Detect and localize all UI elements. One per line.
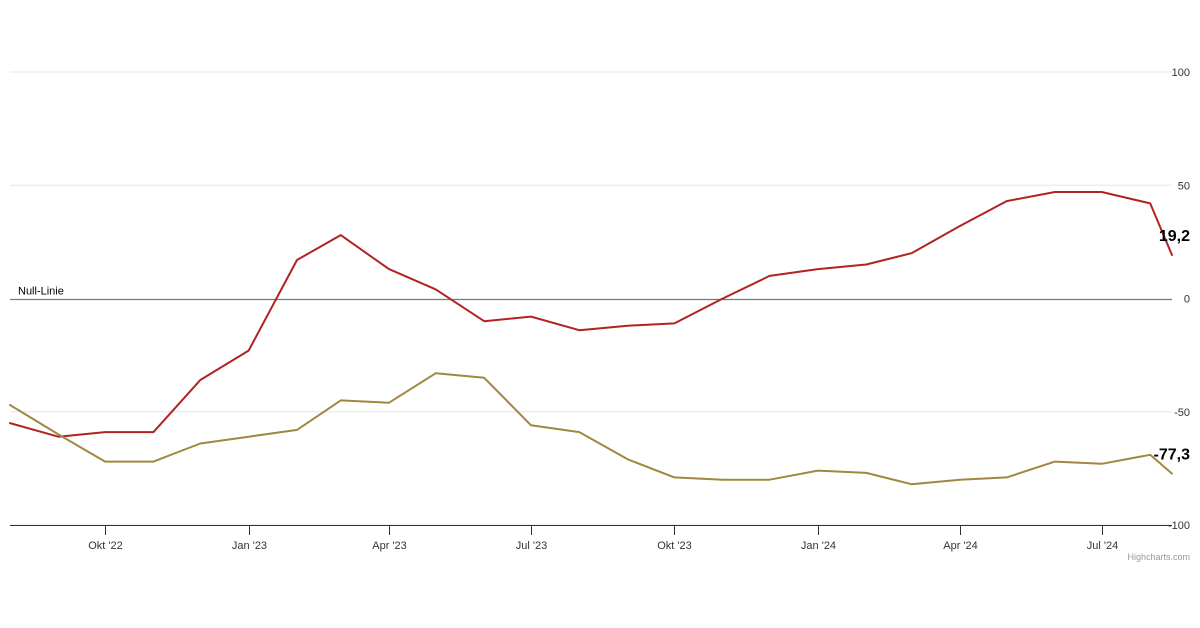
x-tick-label: Okt '23 bbox=[657, 540, 692, 552]
series-1-end-label: 19,2 bbox=[1159, 228, 1190, 245]
series-2-end-label: -77,3 bbox=[1154, 447, 1191, 464]
y-axis: 100 50 0 -50 -100 bbox=[1168, 67, 1190, 532]
y-tick-label: 50 bbox=[1178, 180, 1190, 192]
series-line-2 bbox=[9, 372, 1173, 486]
y-tick-label: 0 bbox=[1184, 294, 1190, 306]
y-tick-label: -50 bbox=[1174, 407, 1190, 419]
x-tick-label: Jul '23 bbox=[516, 540, 547, 552]
series-line-1 bbox=[9, 191, 1173, 438]
x-tick-label: Jan '23 bbox=[232, 540, 267, 552]
x-tick-label: Apr '23 bbox=[372, 540, 407, 552]
null-line-group: Null-Linie bbox=[10, 286, 1172, 301]
credits-link[interactable]: Highcharts.com bbox=[1127, 552, 1190, 562]
y-tick-label: -100 bbox=[1168, 520, 1190, 532]
x-axis: Okt '22 Jan '23 Apr '23 Jul '23 Okt '23 Jan '… bbox=[10, 525, 1172, 552]
x-tick-label: Jul '24 bbox=[1087, 540, 1118, 552]
y-tick-label: 100 bbox=[1172, 67, 1190, 79]
x-tick-label: Okt '22 bbox=[88, 540, 123, 552]
x-tick-label: Jan '24 bbox=[801, 540, 836, 552]
series-group: 19,2 -77,3 bbox=[9, 191, 1191, 486]
grid-lines bbox=[10, 71, 1172, 526]
x-tick-label: Apr '24 bbox=[943, 540, 978, 552]
null-line-label: Null-Linie bbox=[18, 286, 64, 298]
